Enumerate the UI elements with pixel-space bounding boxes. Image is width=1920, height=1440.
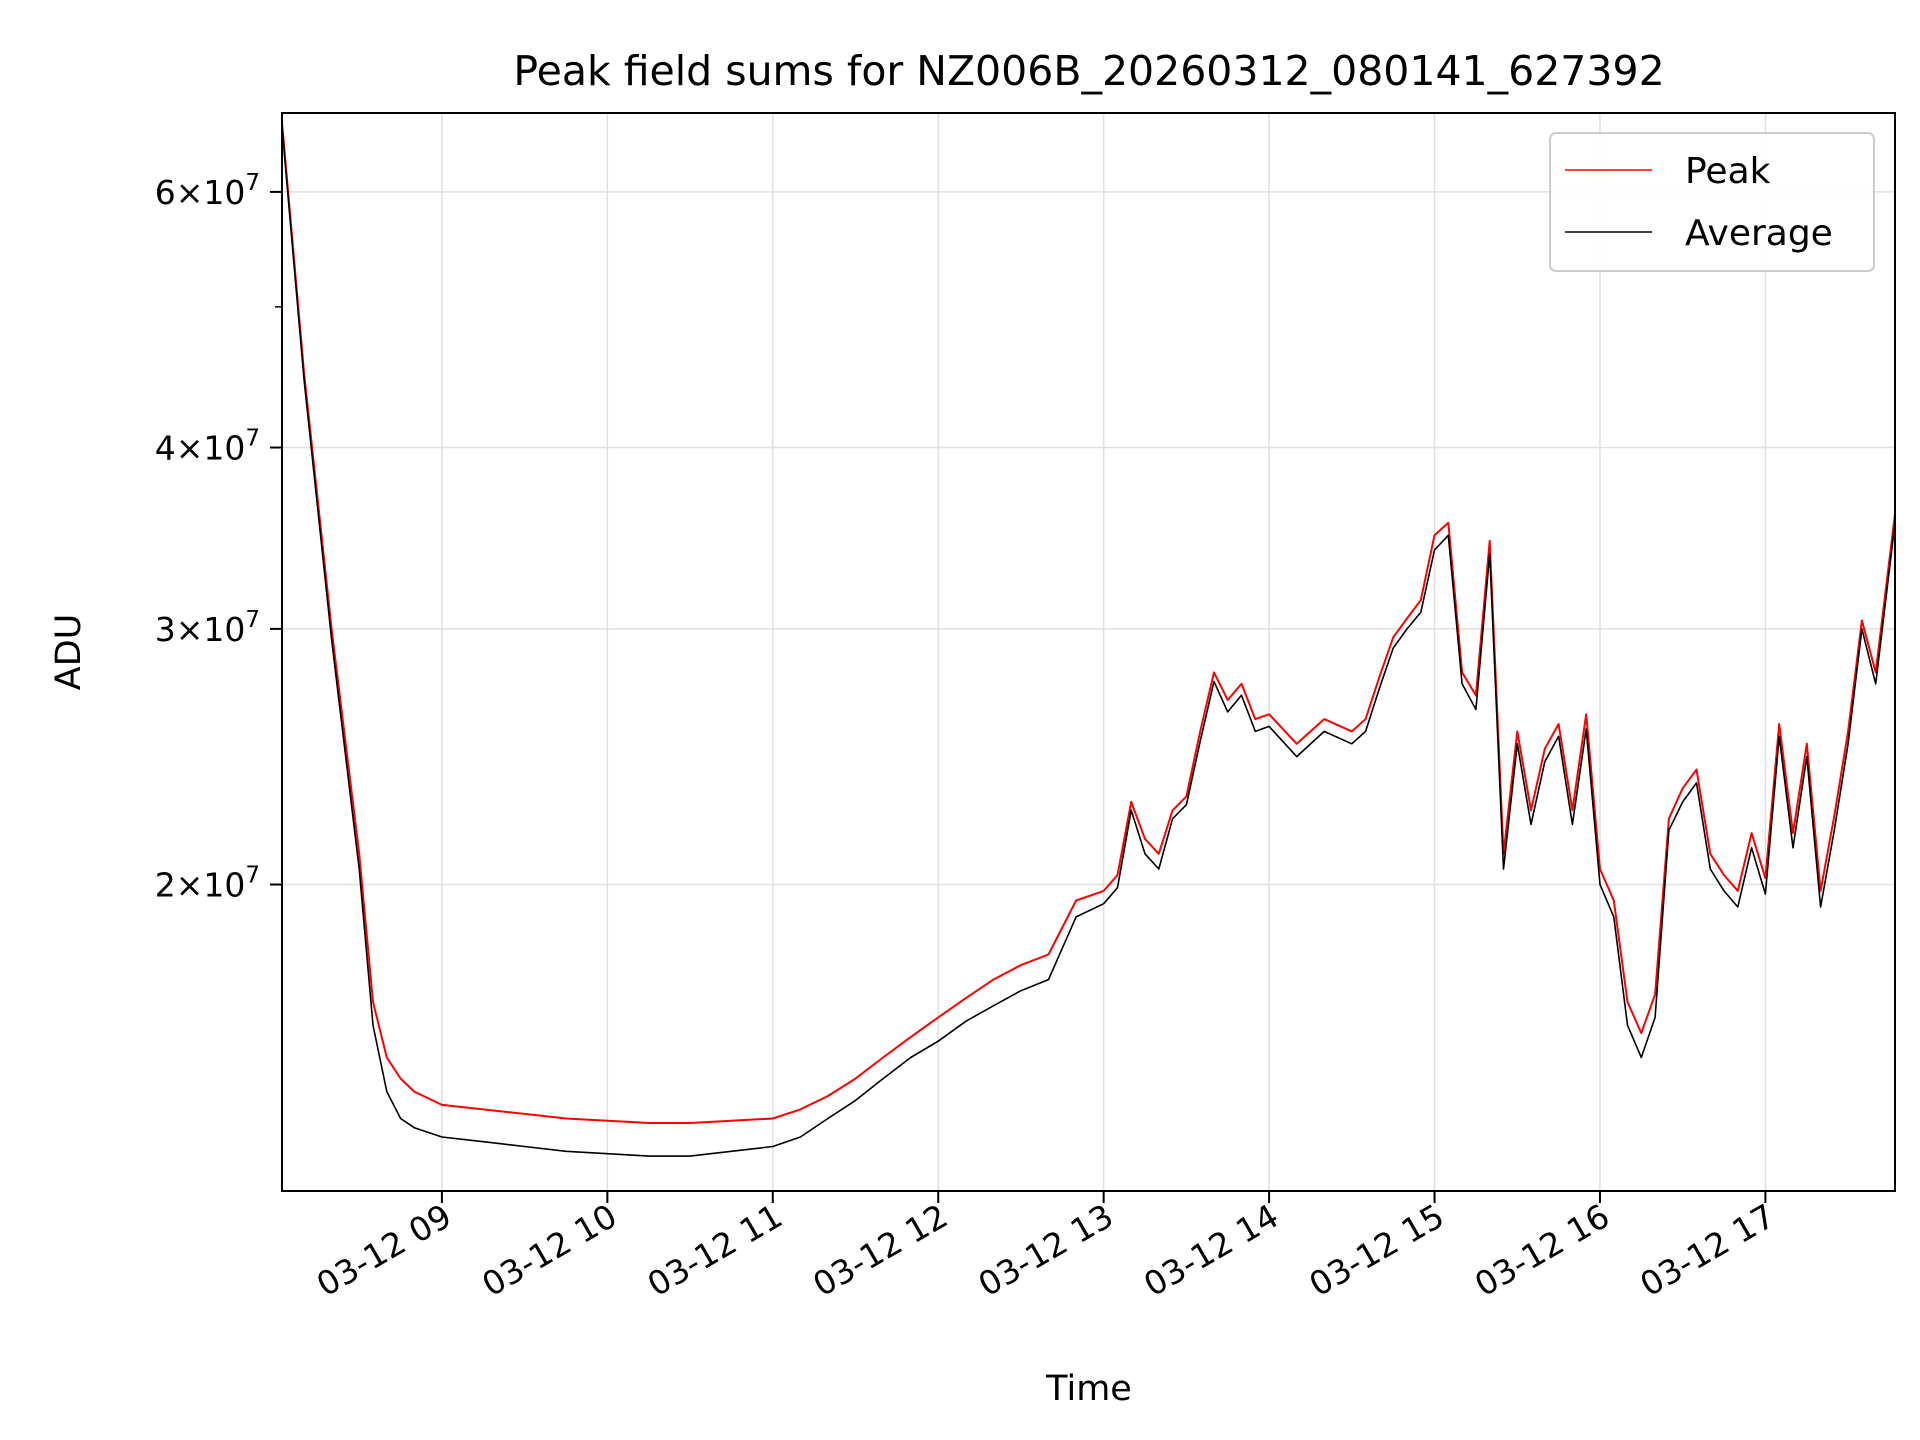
y-tick-times: ×10 bbox=[176, 429, 246, 468]
series-layer bbox=[281, 122, 1896, 1157]
legend: Peak Average bbox=[1549, 132, 1875, 272]
y-tick-times: ×10 bbox=[176, 173, 246, 212]
y-tick-exponent: 7 bbox=[245, 426, 260, 452]
x-axis-label: Time bbox=[1045, 1369, 1132, 1409]
chart-title: Peak field sums for NZ006B_20260312_0801… bbox=[513, 47, 1664, 95]
y-tick-label: 4×107 bbox=[155, 426, 260, 468]
series-line-average bbox=[281, 127, 1896, 1157]
plot-area-frame bbox=[281, 112, 1896, 1192]
y-tick-label: 3×107 bbox=[155, 607, 260, 649]
series-line-peak bbox=[281, 122, 1896, 1124]
y-tick-label: 2×107 bbox=[155, 863, 260, 905]
y-tick-mantissa: 3 bbox=[155, 610, 176, 649]
y-tick-label: 6×107 bbox=[155, 170, 260, 212]
legend-label-average: Average bbox=[1685, 213, 1833, 254]
y-tick-mantissa: 2 bbox=[155, 866, 176, 905]
y-axis-label: ADU bbox=[49, 614, 89, 691]
y-tick-exponent: 7 bbox=[245, 863, 260, 889]
y-tick-mantissa: 4 bbox=[155, 429, 176, 468]
y-tick-exponent: 7 bbox=[245, 607, 260, 633]
y-tick-times: ×10 bbox=[176, 866, 246, 905]
grid-lines bbox=[282, 113, 1895, 1191]
legend-label-peak: Peak bbox=[1685, 151, 1771, 192]
y-tick-times: ×10 bbox=[176, 610, 246, 649]
y-tick-exponent: 7 bbox=[245, 170, 260, 196]
y-tick-mantissa: 6 bbox=[155, 173, 176, 212]
legend-box bbox=[1549, 132, 1875, 272]
